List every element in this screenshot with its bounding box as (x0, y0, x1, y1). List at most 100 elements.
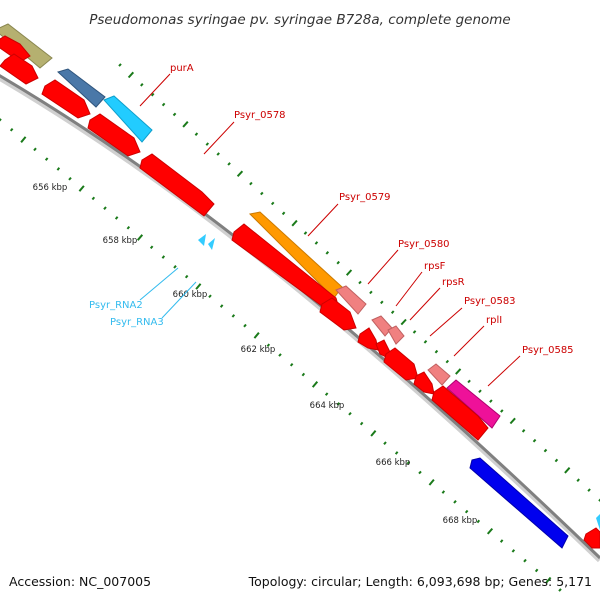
minor-tick (91, 196, 96, 201)
cds-arrow[interactable] (87, 113, 141, 157)
major-tick (345, 269, 353, 276)
tick-label: 666 kbp (376, 458, 411, 468)
minor-tick (464, 509, 469, 514)
minor-tick (149, 245, 154, 250)
leader-line (307, 203, 339, 237)
tick-label: 660 kbp (173, 290, 208, 300)
minor-tick (184, 274, 189, 279)
minor-tick (103, 206, 107, 210)
minor-tick (172, 112, 177, 117)
minor-tick (324, 392, 329, 396)
feature-block-psyr0580[interactable] (335, 285, 367, 315)
cds-arrow[interactable] (41, 79, 91, 119)
feature-block-psyr0579[interactable] (248, 211, 343, 299)
minor-tick (380, 300, 384, 305)
cds-arrow[interactable] (583, 527, 600, 549)
scale-labels: 656 kbp 658 kbp 660 kbp 662 kbp 664 kbp … (33, 183, 478, 526)
minor-tick (0, 118, 2, 122)
minor-tick (348, 411, 352, 416)
feature-block-blue[interactable] (469, 457, 569, 549)
genome-summary-text: Topology: circular; Length: 6,093,698 bp… (248, 574, 592, 589)
minor-tick (301, 372, 306, 377)
minor-tick (126, 225, 131, 230)
minor-tick (587, 488, 591, 492)
outer-tick-ring (118, 63, 600, 502)
label-leaders (139, 73, 521, 387)
gene-label-psyr0579[interactable]: Psyr_0579 (339, 192, 391, 203)
gene-label-rplI[interactable]: rplI (486, 315, 502, 326)
leader-line (367, 249, 399, 285)
minor-tick (390, 310, 395, 314)
leader-line (161, 281, 197, 319)
gene-label-psyr0583[interactable]: Psyr_0583 (464, 296, 516, 307)
feature-block-cyan-edge[interactable] (596, 514, 600, 530)
major-tick (400, 318, 407, 326)
minor-tick (499, 539, 504, 543)
minor-tick (161, 255, 166, 259)
minor-tick (173, 265, 177, 269)
major-tick (564, 467, 571, 474)
feature-block-psyr0578[interactable] (103, 95, 153, 143)
minor-tick (208, 294, 212, 299)
minor-tick (500, 409, 504, 413)
cds-arrow[interactable] (383, 347, 419, 381)
minor-tick (303, 231, 308, 235)
cds-arrow[interactable] (0, 53, 39, 85)
minor-tick (278, 353, 282, 357)
minor-tick (423, 340, 428, 344)
minor-tick (383, 441, 387, 445)
gene-label-psyr0580[interactable]: Psyr_0580 (398, 239, 450, 250)
minor-tick (467, 379, 471, 384)
feature-block-rpsF[interactable] (371, 315, 393, 337)
minor-tick (114, 216, 119, 220)
gene-label-rpsF[interactable]: rpsF (424, 261, 446, 272)
minor-tick (532, 438, 537, 443)
gene-label-psyr0585[interactable]: Psyr_0585 (522, 345, 574, 356)
leader-line (429, 307, 463, 337)
minor-tick (598, 498, 600, 502)
cds-arrow[interactable] (139, 153, 215, 217)
major-tick (455, 368, 462, 375)
minor-tick (543, 448, 548, 453)
minor-tick (194, 132, 199, 136)
minor-tick (266, 343, 271, 348)
minor-tick (216, 152, 220, 156)
minor-tick (394, 451, 399, 455)
feature-block-purA[interactable] (57, 68, 106, 108)
gene-label-purA[interactable]: purA (170, 63, 194, 74)
minor-tick (140, 83, 144, 87)
cds-arrow[interactable] (0, 35, 31, 63)
minor-tick (369, 290, 373, 295)
minor-tick (325, 251, 330, 255)
gene-label-psyr0578[interactable]: Psyr_0578 (234, 110, 286, 121)
cds-arrow[interactable] (431, 385, 489, 441)
minor-tick (476, 519, 481, 524)
feature-block-psyr0583[interactable] (427, 363, 451, 386)
minor-tick (44, 157, 49, 161)
minor-tick (336, 260, 340, 265)
minor-tick (534, 568, 539, 573)
feature-block-rpsR[interactable] (387, 325, 405, 345)
major-tick (195, 283, 202, 290)
minor-tick (523, 558, 527, 563)
minor-tick (118, 63, 122, 67)
minor-tick (521, 429, 526, 433)
cds-arrow[interactable] (319, 297, 357, 331)
gene-label-psyr-rna2[interactable]: Psyr_RNA2 (89, 300, 143, 311)
minor-tick (554, 458, 559, 463)
minor-tick (489, 399, 493, 403)
rna-label-leaders (139, 267, 197, 319)
major-tick (509, 417, 516, 425)
cds-arrow[interactable] (357, 327, 379, 351)
cds-arrow-track (0, 35, 600, 549)
minor-tick (219, 304, 224, 308)
minor-tick (511, 549, 516, 553)
rna-feature-psyr-rna2[interactable] (198, 234, 206, 246)
minor-tick (558, 588, 562, 592)
gene-label-psyr-rna3[interactable]: Psyr_RNA3 (110, 317, 164, 328)
minor-tick (33, 147, 37, 152)
rna-feature-psyr-rna3[interactable] (208, 238, 215, 250)
minor-tick (418, 470, 422, 475)
gene-label-rpsR[interactable]: rpsR (442, 277, 465, 288)
